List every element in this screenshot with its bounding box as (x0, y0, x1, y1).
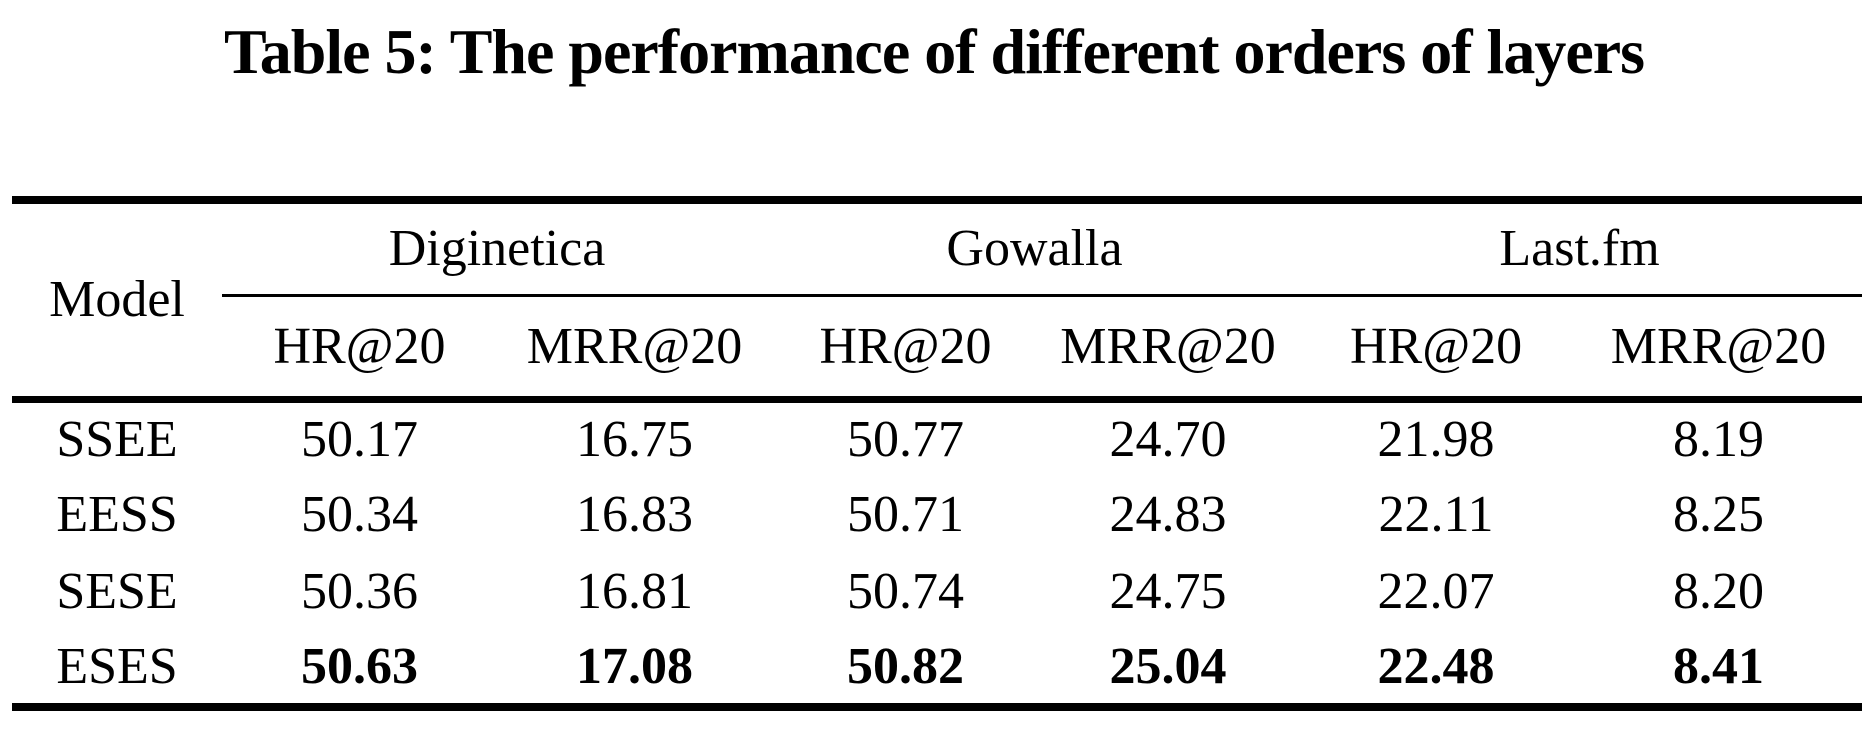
metric-header-lastfm-mrr20: MRR@20 (1575, 295, 1863, 403)
metric-cell: 8.20 (1673, 563, 1765, 620)
table-row-sese: SESE 50.36 16.81 50.74 24.75 22.07 8.20 (12, 553, 1862, 630)
group-header-diginetica: Diginetica (222, 200, 772, 297)
metric-cell: 16.81 (576, 563, 693, 620)
metric-header-diginetica-hr20: HR@20 (222, 295, 497, 403)
model-name: EESS (56, 486, 178, 543)
metric-cell: 16.75 (576, 410, 693, 468)
results-table: Model Diginetica Gowalla Last.fm HR@20 M… (12, 196, 1863, 711)
table-body: SSEE 50.17 16.75 50.77 24.70 21.98 8.19 … (12, 399, 1862, 707)
metric-cell: 50.74 (847, 563, 964, 620)
metric-cell: 50.36 (301, 563, 418, 620)
table-header: Model Diginetica Gowalla Last.fm HR@20 M… (12, 200, 1863, 403)
metric-header-gowalla-hr20: HR@20 (772, 295, 1039, 403)
metric-cell: 50.34 (301, 486, 418, 543)
metric-cell: 24.70 (1109, 410, 1227, 468)
metric-cell: 22.48 (1377, 638, 1495, 695)
metric-header-diginetica-mrr20: MRR@20 (497, 295, 772, 403)
table-row-eses: ESES 50.63 17.08 50.82 25.04 22.48 8.41 (12, 630, 1862, 707)
table-row-eess: EESS 50.34 16.83 50.71 24.83 22.11 8.25 (12, 476, 1862, 553)
metric-header-gowalla-mrr20: MRR@20 (1039, 295, 1298, 403)
metric-cell: 25.04 (1109, 638, 1227, 695)
model-name: SSEE (56, 410, 178, 468)
metric-cell: 21.98 (1377, 410, 1495, 468)
group-header-lastfm: Last.fm (1297, 200, 1863, 297)
metric-cell: 50.63 (301, 638, 418, 695)
metric-cell: 22.07 (1377, 563, 1495, 620)
metric-cell: 50.71 (847, 486, 964, 543)
table-caption: Table 5: The performance of different or… (223, 16, 1645, 87)
metric-cell: 50.77 (847, 410, 964, 468)
group-header-row: Model Diginetica Gowalla Last.fm (12, 200, 1863, 403)
table-row-ssee: SSEE 50.17 16.75 50.77 24.70 21.98 8.19 (12, 399, 1862, 476)
metric-cell: 50.82 (847, 638, 964, 695)
group-header-gowalla: Gowalla (772, 200, 1298, 297)
metric-cell: 8.19 (1673, 410, 1765, 468)
model-name: SESE (56, 563, 178, 620)
metric-cell: 17.08 (576, 638, 693, 695)
model-name: ESES (56, 638, 178, 695)
metric-cell: 8.25 (1673, 486, 1765, 543)
metric-cell: 24.75 (1109, 563, 1227, 620)
metric-header-row: HR@20 MRR@20 HR@20 MRR@20 HR@20 MRR@20 (12, 295, 1863, 403)
metric-cell: 24.83 (1109, 486, 1227, 543)
model-column-header: Model (12, 200, 222, 403)
metric-cell: 22.11 (1378, 486, 1494, 543)
metric-cell: 8.41 (1673, 638, 1765, 695)
metric-cell: 50.17 (301, 410, 418, 468)
metric-cell: 16.83 (576, 486, 693, 543)
metric-header-lastfm-hr20: HR@20 (1297, 295, 1576, 403)
